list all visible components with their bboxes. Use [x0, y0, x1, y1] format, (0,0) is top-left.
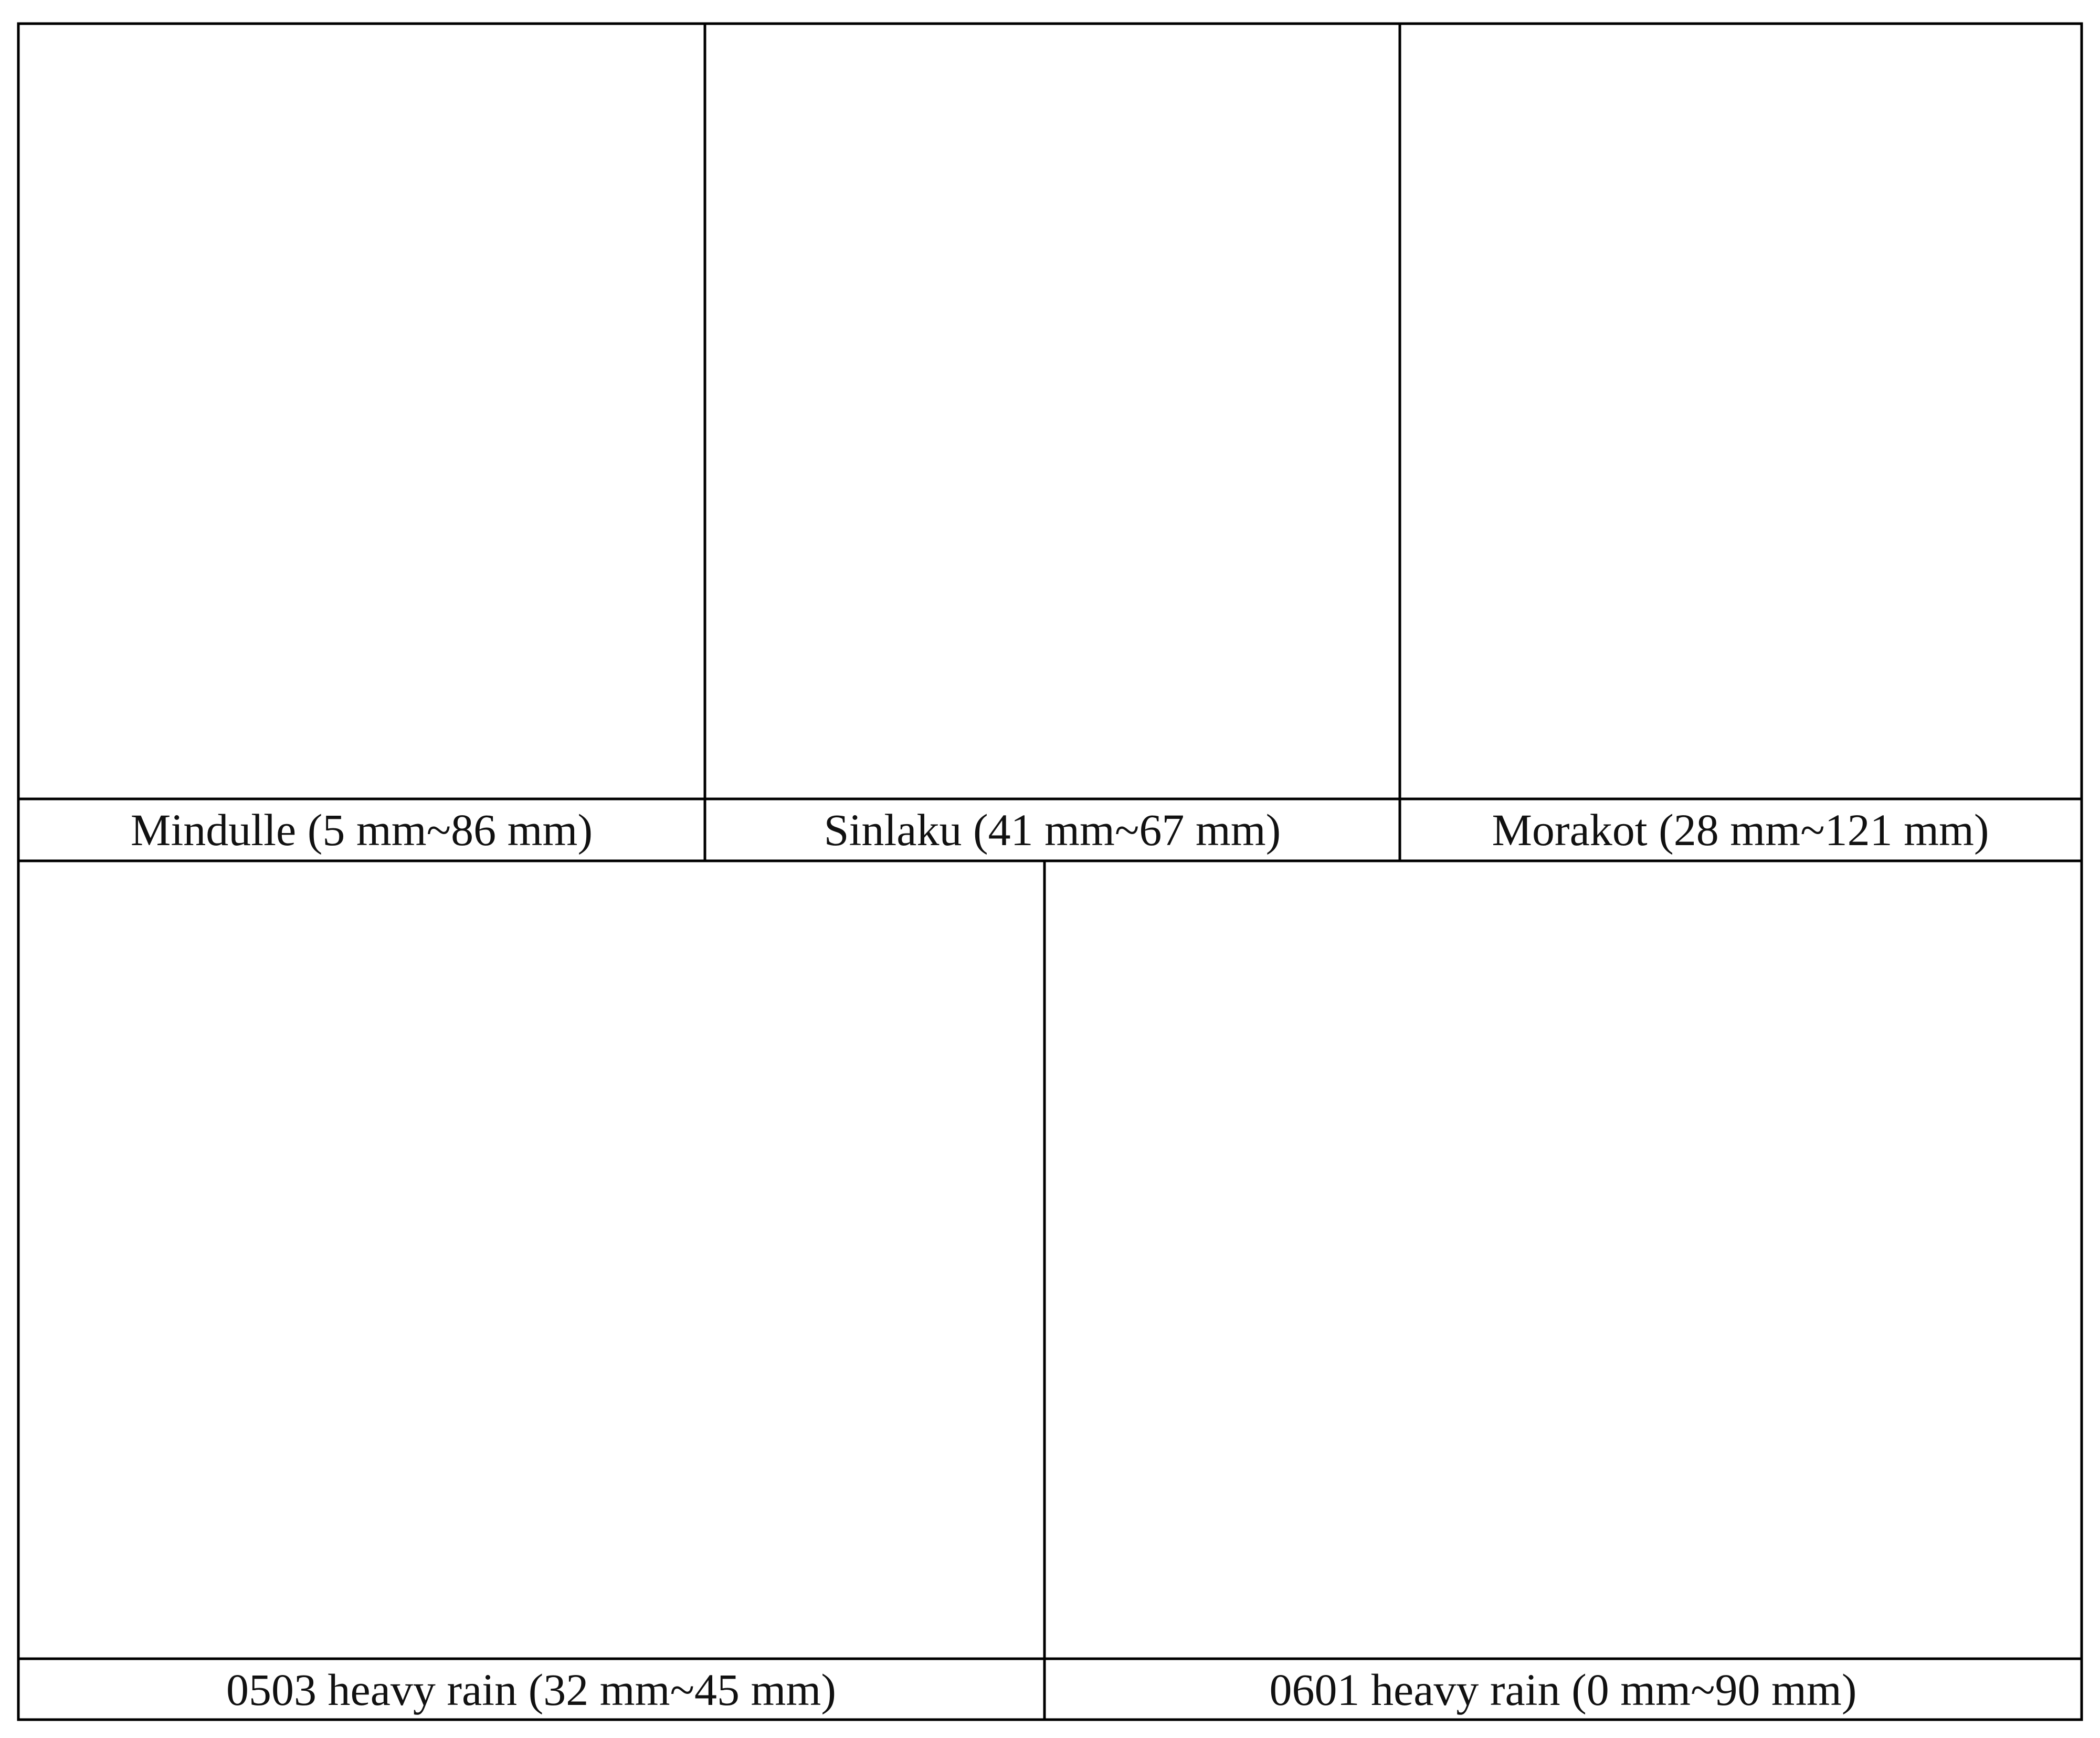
caption-morakot: Morakot (28 mm~121 mm) — [1492, 805, 1989, 855]
rainfall-map-0503 — [241, 884, 856, 1611]
caption-rain-0601: 0601 heavy rain (0 mm~90 mm) — [1270, 1665, 1857, 1715]
caption-rain-0503: 0503 heavy rain (32 mm~45 mm) — [226, 1665, 836, 1715]
rainfall-map-morakot — [1460, 65, 2057, 771]
rainfall-map-0601 — [1264, 884, 1879, 1611]
caption-sinlaku: Sinlaku (41 mm~67 mm) — [824, 805, 1281, 855]
figure-grid — [17, 22, 2083, 1721]
caption-mindulle: Mindulle (5 mm~86 mm) — [131, 805, 593, 855]
map-panel-sinlaku — [765, 65, 1362, 771]
map-panel-mindulle — [75, 65, 671, 771]
rainfall-map-mindulle — [75, 65, 671, 771]
map-panel-rain-0503 — [241, 884, 856, 1611]
rainfall-map-sinlaku — [765, 65, 1362, 771]
map-panel-rain-0601 — [1264, 884, 1879, 1611]
map-panel-morakot — [1460, 65, 2057, 771]
